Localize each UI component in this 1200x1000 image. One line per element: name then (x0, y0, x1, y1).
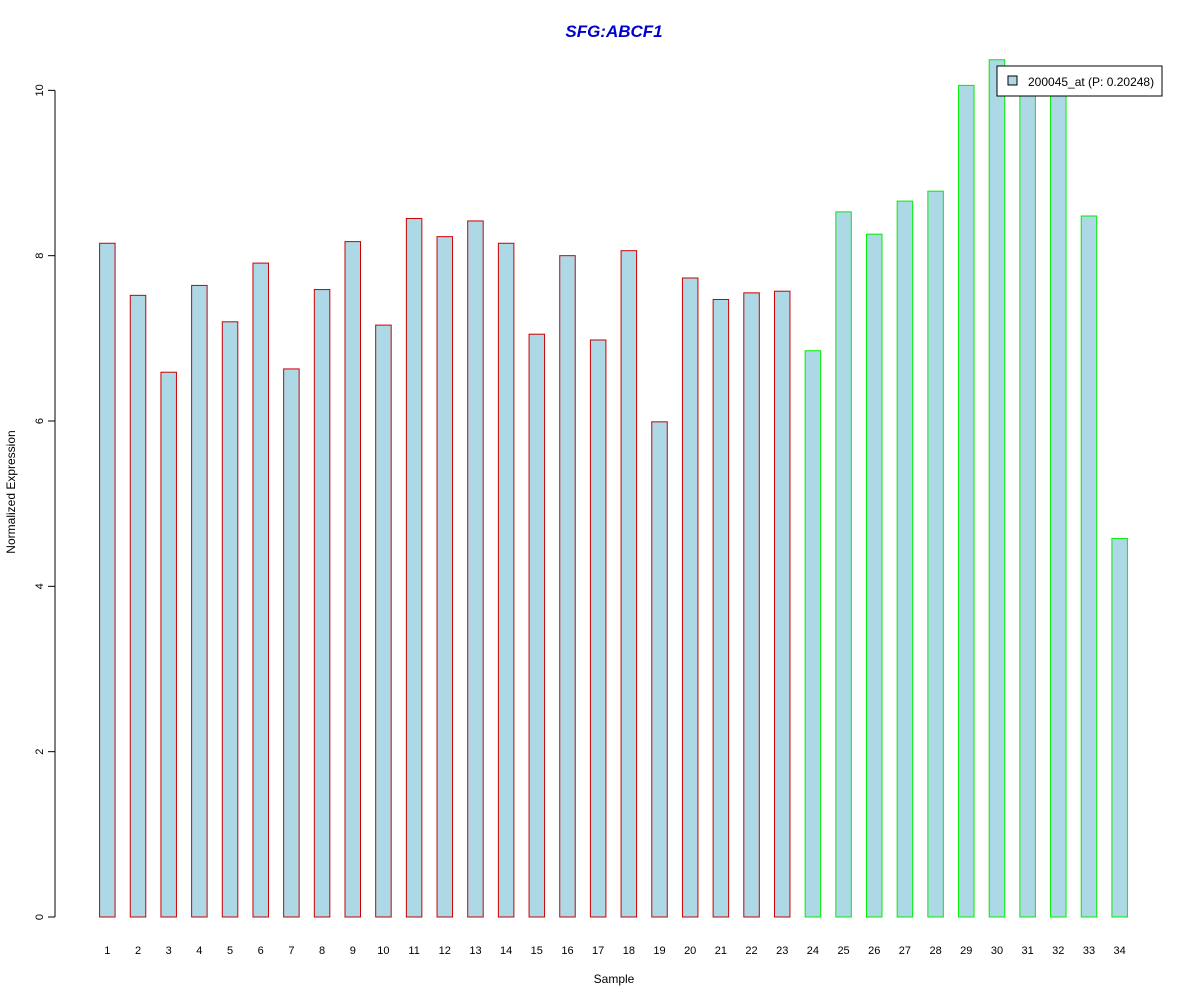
x-tick-label: 28 (929, 945, 941, 957)
bar-sample-20 (681, 277, 699, 918)
bar-sample-10 (375, 324, 392, 918)
bar-sample-17 (589, 339, 607, 918)
x-tick-label: 23 (776, 945, 788, 957)
bar-sample-22 (743, 292, 760, 918)
bar-sample-25 (835, 211, 852, 918)
x-tick-label: 8 (319, 945, 325, 957)
x-tick-label: 7 (288, 945, 294, 957)
x-axis-label: Sample (594, 972, 635, 986)
bar-sample-2 (129, 294, 147, 918)
y-tick-label: 4 (34, 583, 46, 589)
bar-sample-32 (1050, 93, 1067, 918)
x-tick-label: 11 (408, 945, 419, 957)
bar-sample-15 (528, 333, 546, 918)
bar-sample-1 (99, 242, 116, 918)
x-tick-label: 20 (684, 945, 696, 957)
bar-sample-7 (283, 368, 300, 918)
x-tick-label: 22 (745, 945, 757, 957)
x-tick-label: 15 (531, 945, 543, 957)
bar-sample-14 (497, 242, 515, 918)
legend-box (996, 65, 1163, 97)
bar-sample-11 (405, 217, 423, 918)
x-tick-label: 9 (350, 945, 356, 957)
x-tick-label: 6 (258, 945, 264, 957)
bar-sample-13 (467, 220, 484, 918)
x-tick-label: 1 (104, 945, 110, 957)
x-tick-label: 16 (561, 945, 573, 957)
x-tick-label: 21 (715, 945, 727, 957)
x-tick-label: 32 (1052, 945, 1064, 957)
x-tick-label: 10 (377, 945, 389, 957)
bar-sample-28 (927, 190, 944, 918)
bar-sample-19 (651, 421, 668, 918)
x-tick-label: 18 (623, 945, 635, 957)
x-tick-labels: 1 2 3 4 5 6 7 8 9 10 11 12 13 14 15 16 17 18 19 20 21 22 23 24 2… (104, 945, 1126, 957)
x-tick-label: 13 (469, 945, 481, 957)
bar-sample-4 (191, 284, 208, 918)
bar-sample-18 (620, 250, 638, 918)
x-tick-label: 30 (991, 945, 1003, 957)
x-tick-label: 19 (653, 945, 665, 957)
bar-sample-29 (958, 84, 975, 918)
x-tick-label: 27 (899, 945, 911, 957)
bar-sample-21 (712, 298, 730, 918)
y-tick-label: 8 (34, 253, 46, 259)
x-tick-label: 17 (592, 945, 604, 957)
x-tick-label: 14 (500, 945, 512, 957)
bar-sample-33 (1080, 215, 1098, 918)
bar-sample-24 (804, 350, 822, 918)
bar-sample-6 (252, 262, 269, 918)
y-axis-label: Normalized Expression (4, 430, 18, 553)
bars-group (99, 59, 1128, 918)
bar-sample-23 (773, 290, 791, 918)
x-tick-label: 31 (1022, 945, 1034, 957)
legend: 200045_at (P: 0.20248) (996, 65, 1163, 97)
bar-sample-26 (866, 233, 883, 918)
bar-sample-30 (988, 59, 1006, 918)
bar-sample-9 (344, 241, 361, 918)
y-axis: 0 2 4 6 8 10 (34, 84, 56, 920)
x-tick-label: 12 (439, 945, 451, 957)
bar-sample-16 (559, 255, 576, 918)
x-tick-label: 34 (1114, 945, 1126, 957)
bar-sample-3 (160, 371, 177, 918)
x-tick-label: 33 (1083, 945, 1095, 957)
y-tick-label: 0 (34, 914, 46, 920)
y-tick-label: 10 (34, 84, 46, 96)
x-tick-label: 5 (227, 945, 233, 957)
chart-title: SFG:ABCF1 (565, 22, 662, 41)
bar-sample-8 (313, 289, 331, 918)
x-tick-label: 24 (807, 945, 819, 957)
y-tick-label: 6 (34, 418, 46, 424)
bar-sample-27 (896, 200, 914, 918)
y-tick-label: 2 (34, 749, 46, 755)
x-tick-label: 29 (960, 945, 972, 957)
x-tick-label: 25 (837, 945, 849, 957)
bar-sample-12 (436, 236, 454, 918)
x-tick-label: 2 (135, 945, 141, 957)
x-tick-label: 3 (166, 945, 172, 957)
legend-entry-label: 200045_at (P: 0.20248) (1028, 75, 1154, 89)
x-tick-label: 26 (868, 945, 880, 957)
bar-sample-31 (1019, 93, 1036, 918)
legend-swatch (1007, 75, 1018, 86)
x-tick-label: 4 (196, 945, 202, 957)
bar-sample-5 (221, 321, 239, 918)
bar-sample-34 (1111, 537, 1128, 918)
